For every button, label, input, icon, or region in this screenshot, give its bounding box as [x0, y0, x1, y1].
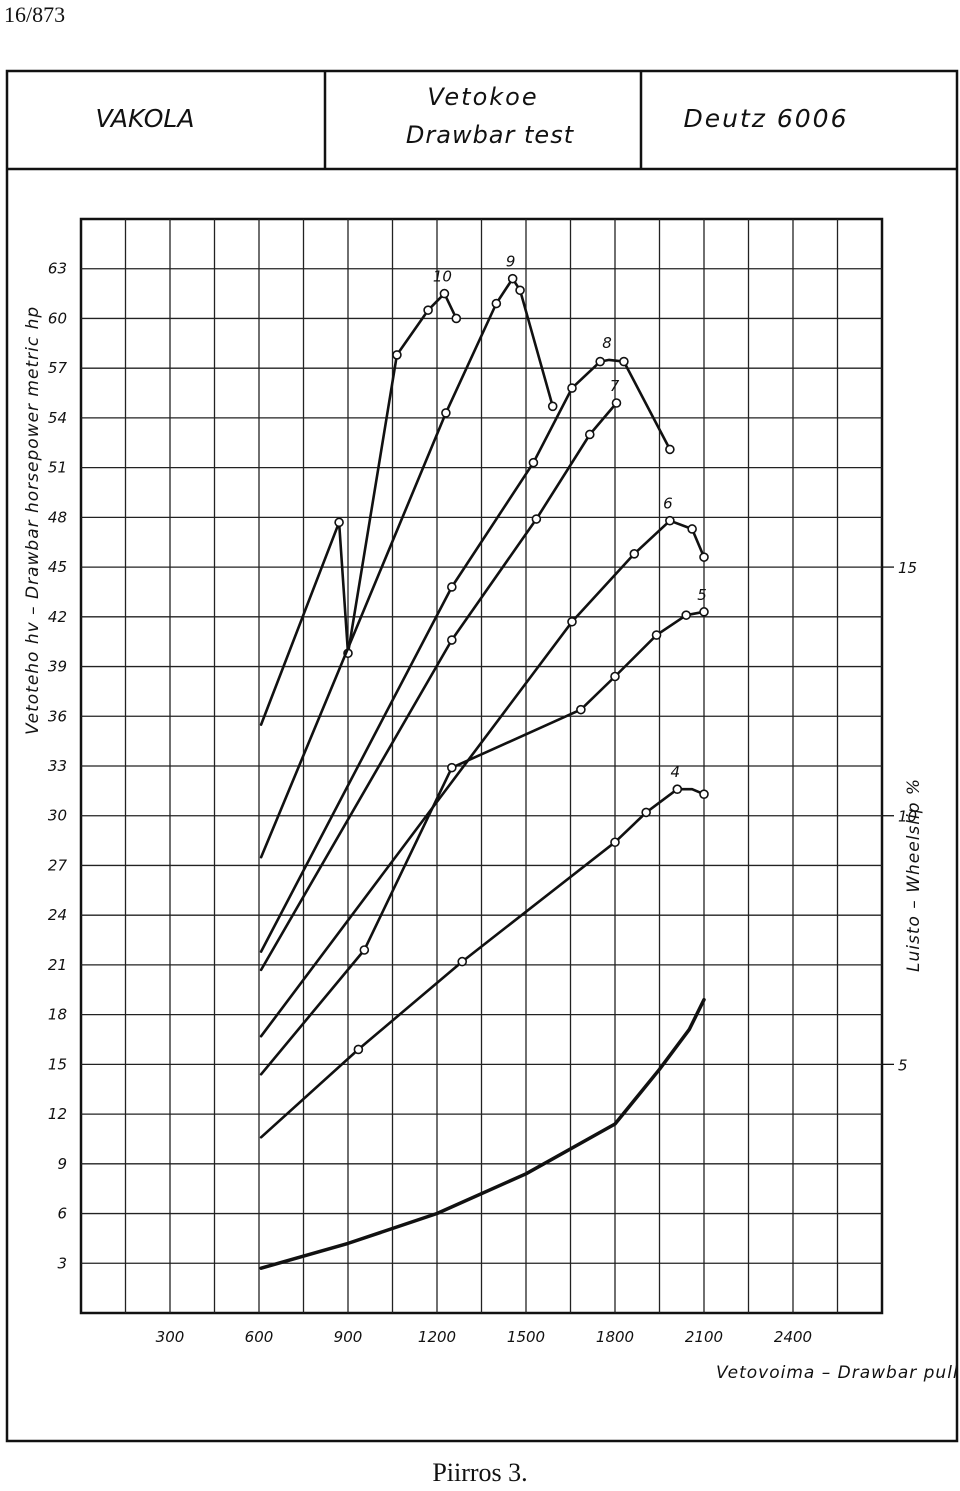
x-tick-label: 300: [156, 1328, 185, 1346]
x-tick-label: 1800: [596, 1328, 634, 1346]
data-point: [687, 524, 697, 534]
y-tick-label: 6: [57, 1205, 67, 1223]
data-point: [507, 273, 518, 284]
y-tick-label: 39: [48, 658, 67, 676]
data-point: [567, 616, 577, 627]
data-point: [392, 350, 402, 360]
data-point: [699, 552, 709, 562]
series-group: 10 9 8 7 6 5 4: [259, 253, 709, 1270]
page-reference: 16/873: [4, 2, 66, 27]
data-point: [610, 671, 620, 682]
data-point: [699, 789, 709, 799]
data-point: [629, 549, 640, 559]
data-point: [567, 383, 577, 393]
series-line-4: [259, 787, 706, 1139]
y-tick-label: 9: [57, 1155, 67, 1173]
data-point: [584, 429, 595, 440]
series-line-6: [259, 519, 706, 1038]
y2-tick-label: 15: [898, 559, 917, 577]
y-tick-label: 57: [48, 359, 68, 377]
y-tick-label: 24: [48, 906, 67, 924]
data-point: [699, 607, 709, 617]
y-tick-label: 63: [48, 260, 67, 278]
data-point: [447, 762, 457, 773]
data-point: [515, 285, 525, 296]
x-axis-title: Vetovoima – Drawbar pull kp: [716, 1363, 960, 1383]
data-point: [423, 305, 433, 315]
y-tick-label: 12: [48, 1105, 67, 1123]
series-label: 4: [671, 763, 681, 781]
y-axis-title: Vetoteho hv – Drawbar horsepower metric …: [23, 306, 43, 735]
data-point: [576, 704, 586, 715]
data-point: [447, 582, 457, 592]
y2-tick-label: 5: [898, 1056, 908, 1074]
data-point: [447, 635, 457, 645]
y2-axis-title: Luisto – Wheelslip %: [904, 778, 924, 972]
header-right: Deutz 6006: [684, 104, 849, 133]
x-tick-label: 900: [334, 1328, 363, 1346]
y-tick-label: 45: [48, 558, 67, 576]
series-label: 9: [506, 253, 516, 271]
data-point: [595, 356, 605, 367]
x-tick-label: 2100: [685, 1328, 723, 1346]
data-point: [439, 288, 450, 299]
data-point: [491, 298, 502, 309]
series-line-9: [259, 277, 555, 859]
x-tick-label: 600: [245, 1328, 274, 1346]
y-tick-label: 27: [48, 856, 68, 874]
y-tick-label: 42: [48, 608, 67, 626]
series-label: 7: [610, 377, 620, 395]
header-left: VAKOLA: [96, 104, 195, 133]
series-line-10: [259, 292, 458, 726]
y-tick-label: 54: [48, 409, 67, 427]
data-point: [665, 515, 675, 526]
y-tick-label: 3: [57, 1254, 67, 1272]
data-point: [619, 356, 629, 367]
x-tick-label: 1200: [418, 1328, 456, 1346]
data-point: [681, 610, 692, 620]
tick-labels: 300 600 900 1200 1500 1800 2100 240036912151821…: [48, 260, 917, 1346]
y-tick-label: 36: [48, 707, 67, 725]
series-line-5: [259, 610, 706, 1076]
x-tick-label: 1500: [507, 1328, 545, 1346]
data-point: [528, 457, 539, 468]
x-tick-label: 2400: [774, 1328, 812, 1346]
data-point: [531, 514, 542, 524]
data-point: [641, 807, 651, 818]
y-tick-label: 33: [48, 757, 67, 775]
data-point: [334, 517, 344, 528]
data-point: [665, 444, 675, 455]
series-label: 8: [602, 334, 612, 352]
y-tick-label: 15: [48, 1055, 67, 1073]
figure-caption: Piirros 3.: [432, 1458, 528, 1487]
data-point: [353, 1044, 364, 1055]
y2-tick-label: 10: [898, 808, 917, 826]
grid: [81, 219, 882, 1313]
series-label: 10: [433, 268, 452, 286]
data-point: [441, 408, 451, 418]
outer-frame: [5, 69, 959, 1443]
header-center-line2: Drawbar test: [406, 121, 575, 149]
series-label: 6: [663, 495, 673, 513]
data-point: [611, 398, 622, 408]
data-point: [547, 401, 558, 412]
data-point: [651, 630, 662, 640]
data-point: [451, 313, 462, 324]
data-point: [610, 837, 620, 848]
y-tick-label: 51: [48, 459, 67, 477]
data-point: [457, 956, 468, 967]
series-label: 5: [697, 586, 707, 604]
y-tick-label: 21: [48, 956, 67, 974]
y-tick-label: 30: [48, 807, 67, 825]
y-tick-label: 48: [48, 508, 67, 526]
series-line-7: [259, 401, 618, 972]
y-tick-label: 60: [48, 309, 67, 327]
y-tick-label: 18: [48, 1006, 67, 1024]
data-point: [359, 945, 370, 955]
wheelslip-curve: [259, 997, 706, 1270]
data-point: [672, 784, 683, 795]
header-center-line1: Vetokoe: [427, 83, 538, 111]
